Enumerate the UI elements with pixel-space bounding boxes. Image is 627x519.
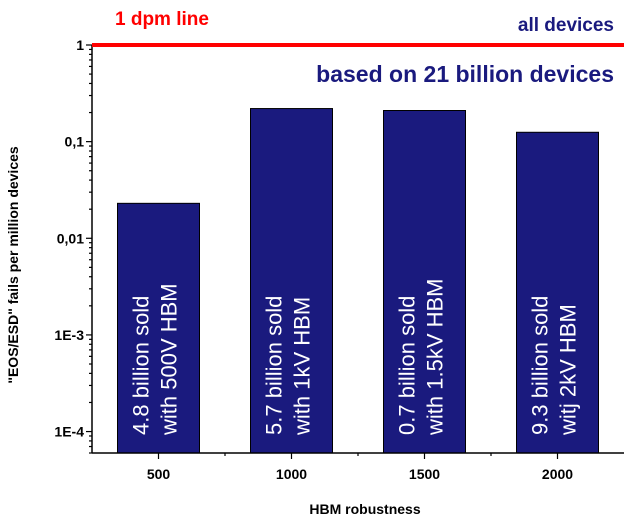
bar-label: with 1.5kV HBM (423, 279, 448, 437)
bar-label: 4.8 billion sold (129, 296, 154, 435)
bar-label: 0.7 billion sold (395, 296, 420, 435)
y-tick-label: 1E-3 (54, 327, 84, 343)
x-axis-title: HBM robustness (309, 501, 420, 517)
bar-500 (117, 202, 200, 454)
bar-label: witj 2kV HBM (556, 304, 581, 436)
x-tick-label: 500 (147, 466, 171, 482)
x-tick-label: 1500 (409, 466, 440, 482)
bar-1500 (383, 110, 466, 454)
bar-label: 5.7 billion sold (262, 296, 287, 435)
y-tick-label: 1 (76, 37, 84, 53)
x-ticks-group: 500 1000 1500 2000 (147, 453, 573, 482)
annotation-all-devices: all devices (518, 15, 614, 36)
x-tick-label: 1000 (276, 466, 307, 482)
y-tick-label: 1E-4 (54, 424, 84, 440)
bar-2000 (516, 131, 599, 454)
bar-1000 (250, 108, 333, 454)
y-ticks-group: 1 0,1 0,01 1E-3 1E-4 (54, 37, 92, 454)
y-axis-title: "EOS/ESD" fails per million devices (5, 146, 21, 384)
y-tick-label: 0,01 (57, 230, 84, 246)
bars-group: 4.8 billion sold with 500V HBM 5.7 billion… (117, 108, 599, 454)
reference-line-label: 1 dpm line (115, 9, 209, 30)
bar-label: 9.3 billion sold (528, 296, 553, 435)
y-tick-label: 0,1 (65, 134, 85, 150)
x-tick-label: 2000 (542, 466, 573, 482)
bar-label: with 1kV HBM (290, 297, 315, 436)
annotation-based-on: based on 21 billion devices (316, 61, 614, 87)
bar-label: with 500V HBM (157, 283, 182, 436)
